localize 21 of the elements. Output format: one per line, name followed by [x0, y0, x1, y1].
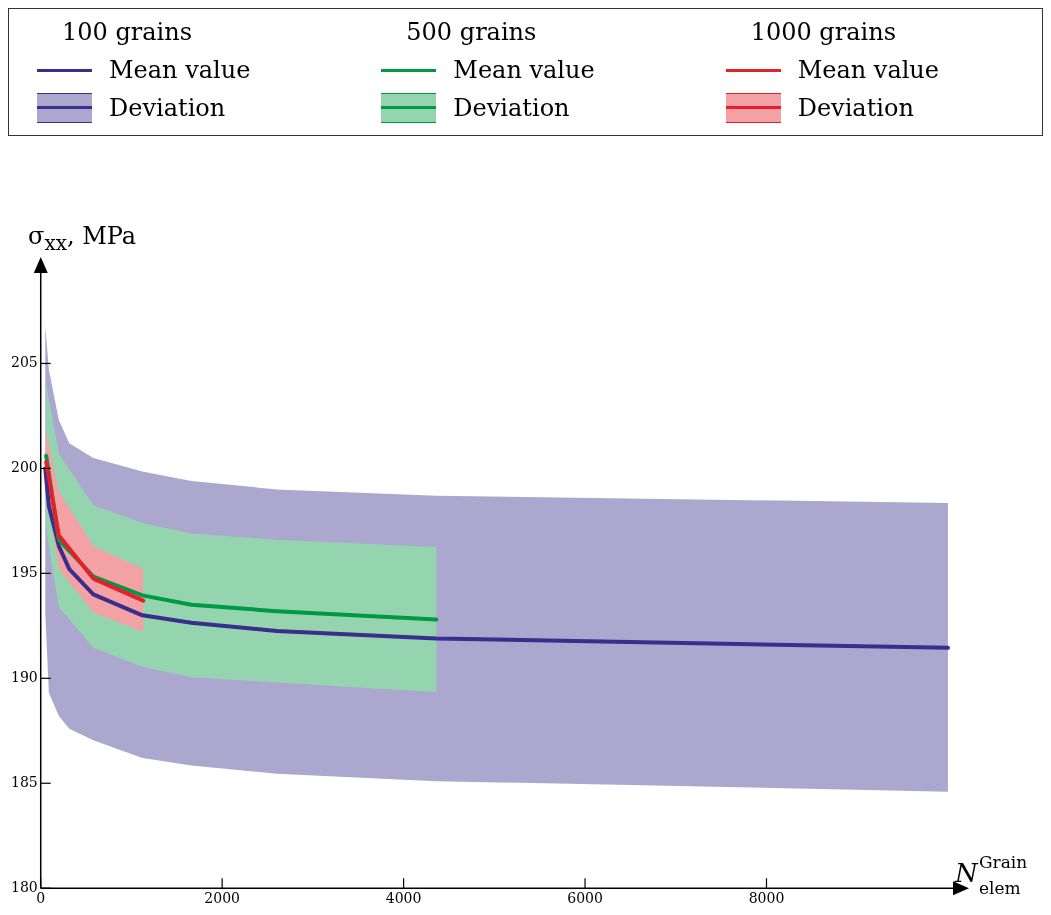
legend-label: Mean value	[109, 55, 251, 86]
y-tick-label: 185	[10, 773, 38, 790]
y-tick-label: 180	[10, 878, 38, 895]
y-tick-label: 205	[10, 354, 38, 371]
y-axis-title: σ$_{xx}$, MPa	[28, 222, 137, 255]
x-tick-label: 6000	[567, 890, 603, 907]
text: Deviation	[109, 93, 226, 124]
y-tick-label: 200	[10, 459, 38, 476]
x-tick-label: 0	[36, 890, 46, 907]
y-tick-label: 195	[10, 563, 38, 580]
x-tick-label: 4000	[385, 890, 422, 907]
legend-label: Mean value	[453, 55, 595, 86]
text: 100 grains	[61, 17, 194, 48]
y-tick-label: 190	[10, 668, 38, 685]
x-tick-label: 2000	[204, 890, 240, 907]
legend-label: Mean value	[797, 55, 940, 86]
text: Deviation	[797, 93, 914, 124]
text: 1000 grains	[749, 17, 897, 48]
text: 500 grains	[405, 17, 538, 48]
text: Deviation	[453, 93, 570, 124]
x-tick-label: 8000	[748, 890, 785, 907]
